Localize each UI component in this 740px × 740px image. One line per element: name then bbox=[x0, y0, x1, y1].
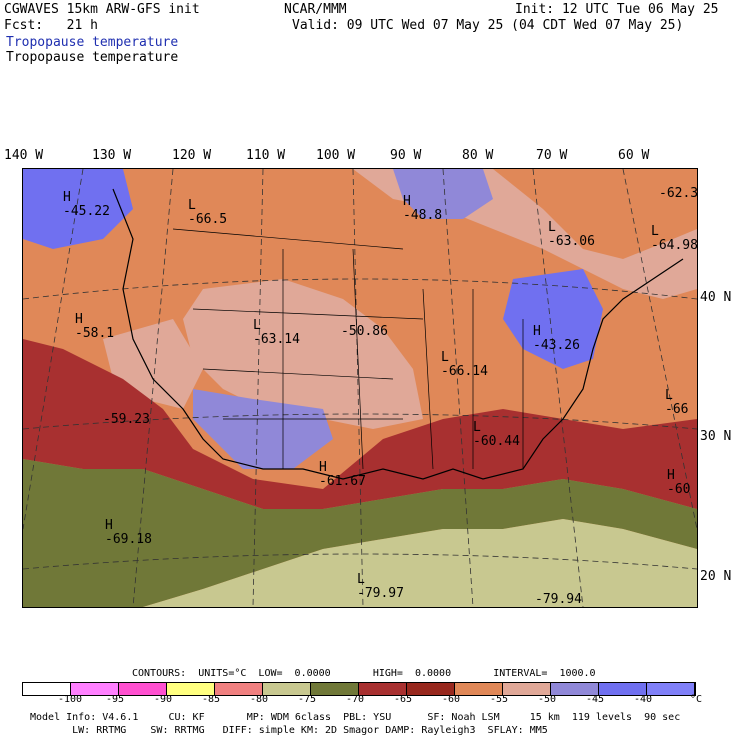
field-title: Tropopause temperature bbox=[6, 50, 179, 65]
colorbar-swatch bbox=[215, 683, 263, 695]
colorbar-swatch bbox=[407, 683, 455, 695]
center-label: L -66.5 bbox=[188, 198, 228, 227]
colorbar-tick: -40 bbox=[634, 694, 653, 705]
colorbar-swatch bbox=[455, 683, 503, 695]
field-lavender-ne bbox=[393, 169, 493, 219]
colorbar-tick: -50 bbox=[538, 694, 557, 705]
center-label: L -66 bbox=[665, 388, 689, 417]
colorbar-swatch bbox=[359, 683, 407, 695]
coastline-outline bbox=[112, 188, 684, 480]
colorbar-tick: -90 bbox=[154, 694, 173, 705]
colorbar-tick: -45 bbox=[586, 694, 605, 705]
colorbar-swatch bbox=[119, 683, 167, 695]
field-blue-east bbox=[503, 269, 603, 369]
colorbar-swatch bbox=[551, 683, 599, 695]
center-label: H -45.22 bbox=[63, 190, 110, 219]
center-label: NCAR/MMM bbox=[284, 2, 347, 17]
field-khaki-south bbox=[143, 519, 697, 607]
valid-time: Valid: 09 UTC Wed 07 May 25 (04 CDT Wed … bbox=[292, 18, 684, 33]
center-label: L -63.14 bbox=[253, 318, 300, 347]
colorbar-tick: -95 bbox=[106, 694, 125, 705]
center-label: H -60 bbox=[667, 468, 691, 497]
center-label: -79.94 bbox=[535, 592, 582, 607]
lon-label: 120 W bbox=[172, 148, 212, 163]
colorbar-swatch bbox=[71, 683, 119, 695]
forecast-hour: Fcst: 21 h bbox=[4, 18, 98, 33]
map-panel: H -45.22 L -66.5 H -48.8 L -63.06 L -64.98 -6… bbox=[22, 168, 698, 608]
init-time: Init: 12 UTC Tue 06 May 25 bbox=[515, 2, 719, 17]
center-label: L -79.97 bbox=[357, 572, 404, 601]
lon-label: 110 W bbox=[246, 148, 286, 163]
center-label: H -48.8 bbox=[403, 194, 443, 223]
colorbar-tick: -75 bbox=[298, 694, 317, 705]
colorbar-swatch bbox=[599, 683, 647, 695]
field-olive-band bbox=[23, 459, 697, 607]
lon-label: 100 W bbox=[316, 148, 356, 163]
colorbar-tick: °C bbox=[690, 694, 703, 705]
center-label: L -64.98 bbox=[651, 224, 698, 253]
field-lavender-nw bbox=[23, 169, 133, 249]
colorbar-swatch bbox=[23, 683, 71, 695]
colorbar-swatch bbox=[263, 683, 311, 695]
lon-label: 90 W bbox=[390, 148, 422, 163]
colorbar-tick: -65 bbox=[394, 694, 413, 705]
colorbar-swatch bbox=[311, 683, 359, 695]
center-label: -50.86 bbox=[341, 324, 388, 339]
colorbar-tick: -80 bbox=[250, 694, 269, 705]
colorbar-tick: -60 bbox=[442, 694, 461, 705]
lat-label: 20 N bbox=[700, 569, 732, 584]
center-label: H -61.67 bbox=[319, 460, 366, 489]
lat-label: 40 N bbox=[700, 290, 732, 305]
colorbar-swatch bbox=[503, 683, 551, 695]
colorbar-tick: -100 bbox=[58, 694, 83, 705]
map-field bbox=[23, 169, 697, 607]
lon-label: 70 W bbox=[536, 148, 568, 163]
lon-label: 80 W bbox=[462, 148, 494, 163]
field-lavender-sw bbox=[193, 389, 333, 469]
colorbar-tick: -85 bbox=[202, 694, 221, 705]
colorbar-tick: -70 bbox=[346, 694, 365, 705]
center-label: -62.3 bbox=[659, 186, 698, 201]
model-info-2: LW: RRTMG SW: RRTMG DIFF: simple KM: 2D … bbox=[30, 725, 548, 736]
field-title-blue: Tropopause temperature bbox=[6, 35, 179, 50]
lon-label: 140 W bbox=[4, 148, 44, 163]
lat-label: 30 N bbox=[700, 429, 732, 444]
colorbar-tick: -55 bbox=[490, 694, 509, 705]
center-label: H -69.18 bbox=[105, 518, 152, 547]
center-label: H -58.1 bbox=[75, 312, 115, 341]
center-label: L -66.14 bbox=[441, 350, 488, 379]
field-darkred-band bbox=[23, 339, 697, 509]
center-label: L -63.06 bbox=[548, 220, 595, 249]
lon-label: 130 W bbox=[92, 148, 132, 163]
colorbar bbox=[22, 682, 696, 696]
colorbar-swatch bbox=[167, 683, 215, 695]
colorbar-swatch bbox=[647, 683, 695, 695]
state-borders bbox=[172, 228, 524, 470]
contours-info: CONTOURS: UNITS=°C LOW= 0.0000 HIGH= 0.0… bbox=[132, 668, 596, 679]
model-info: Model Info: V4.6.1 CU: KF MP: WDM 6class… bbox=[30, 712, 681, 723]
lon-label: 60 W bbox=[618, 148, 650, 163]
model-title: CGWAVES 15km ARW-GFS init bbox=[4, 2, 200, 17]
dashed-graticule bbox=[23, 169, 697, 607]
center-label: L -60.44 bbox=[473, 420, 520, 449]
center-label: H -43.26 bbox=[533, 324, 580, 353]
center-label: -59.23 bbox=[103, 412, 150, 427]
